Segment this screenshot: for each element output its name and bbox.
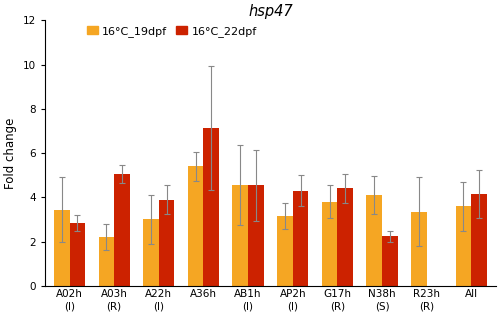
Bar xyxy=(70,223,85,286)
Bar xyxy=(232,185,248,286)
Bar xyxy=(114,174,130,286)
Bar xyxy=(456,206,471,286)
Bar xyxy=(366,195,382,286)
Bar xyxy=(54,210,70,286)
Bar xyxy=(204,128,219,286)
Legend: 16°C_19dpf, 16°C_22dpf: 16°C_19dpf, 16°C_22dpf xyxy=(86,26,257,37)
Bar xyxy=(472,194,487,286)
Bar xyxy=(382,236,398,286)
Bar xyxy=(188,166,204,286)
Y-axis label: Fold change: Fold change xyxy=(4,118,17,189)
Title: hsp47: hsp47 xyxy=(248,4,292,19)
Bar xyxy=(248,185,264,286)
Bar xyxy=(277,216,292,286)
Bar xyxy=(338,189,353,286)
Bar xyxy=(143,220,159,286)
Bar xyxy=(322,202,338,286)
Bar xyxy=(411,212,426,286)
Bar xyxy=(98,237,114,286)
Bar xyxy=(159,200,174,286)
Bar xyxy=(292,191,308,286)
